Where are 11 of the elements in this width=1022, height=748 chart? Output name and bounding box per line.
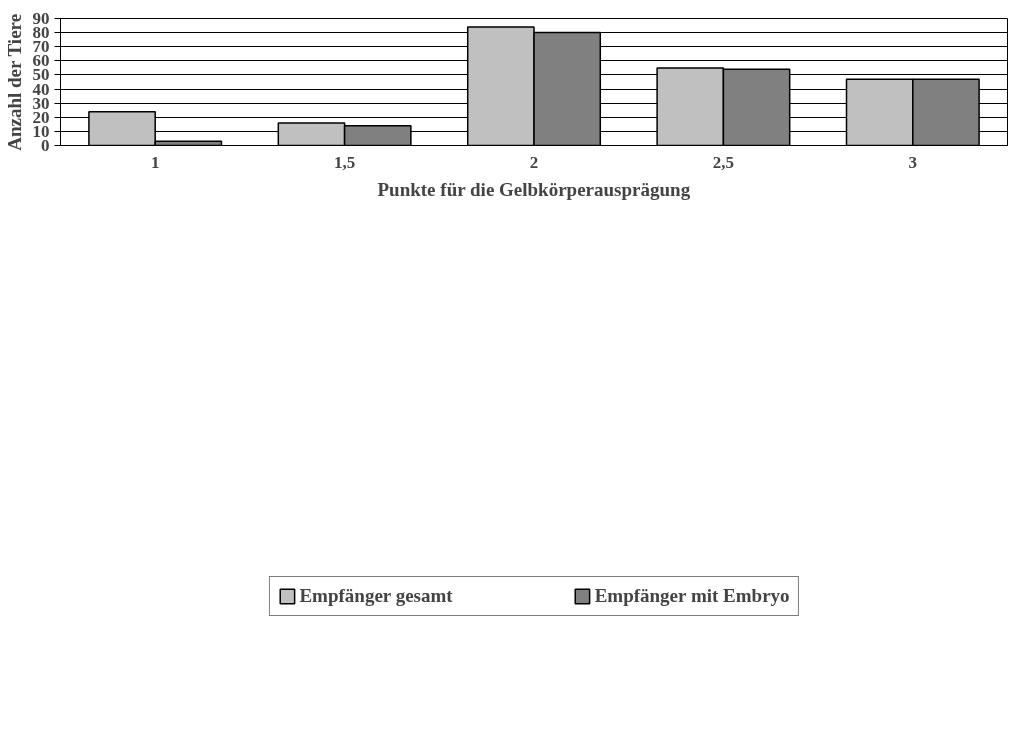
legend-label: Empfänger mit Embryo [594,584,790,607]
x-tick-label: 1,5 [333,152,356,172]
x-tick-label: 2 [529,152,539,172]
x-axis-title: Punkte für die Gelbkörperausprägung [377,178,691,200]
y-tick-label: 90 [32,9,50,28]
x-tick-label: 3 [908,152,918,172]
x-tick-label: 2,5 [712,152,735,172]
x-tick-label: 1 [150,152,160,172]
legend-label: Empfänger gesamt [299,584,453,607]
y-axis-title: Anzahl der Tiere [3,13,25,151]
y-tick-label: 0 [41,136,50,155]
